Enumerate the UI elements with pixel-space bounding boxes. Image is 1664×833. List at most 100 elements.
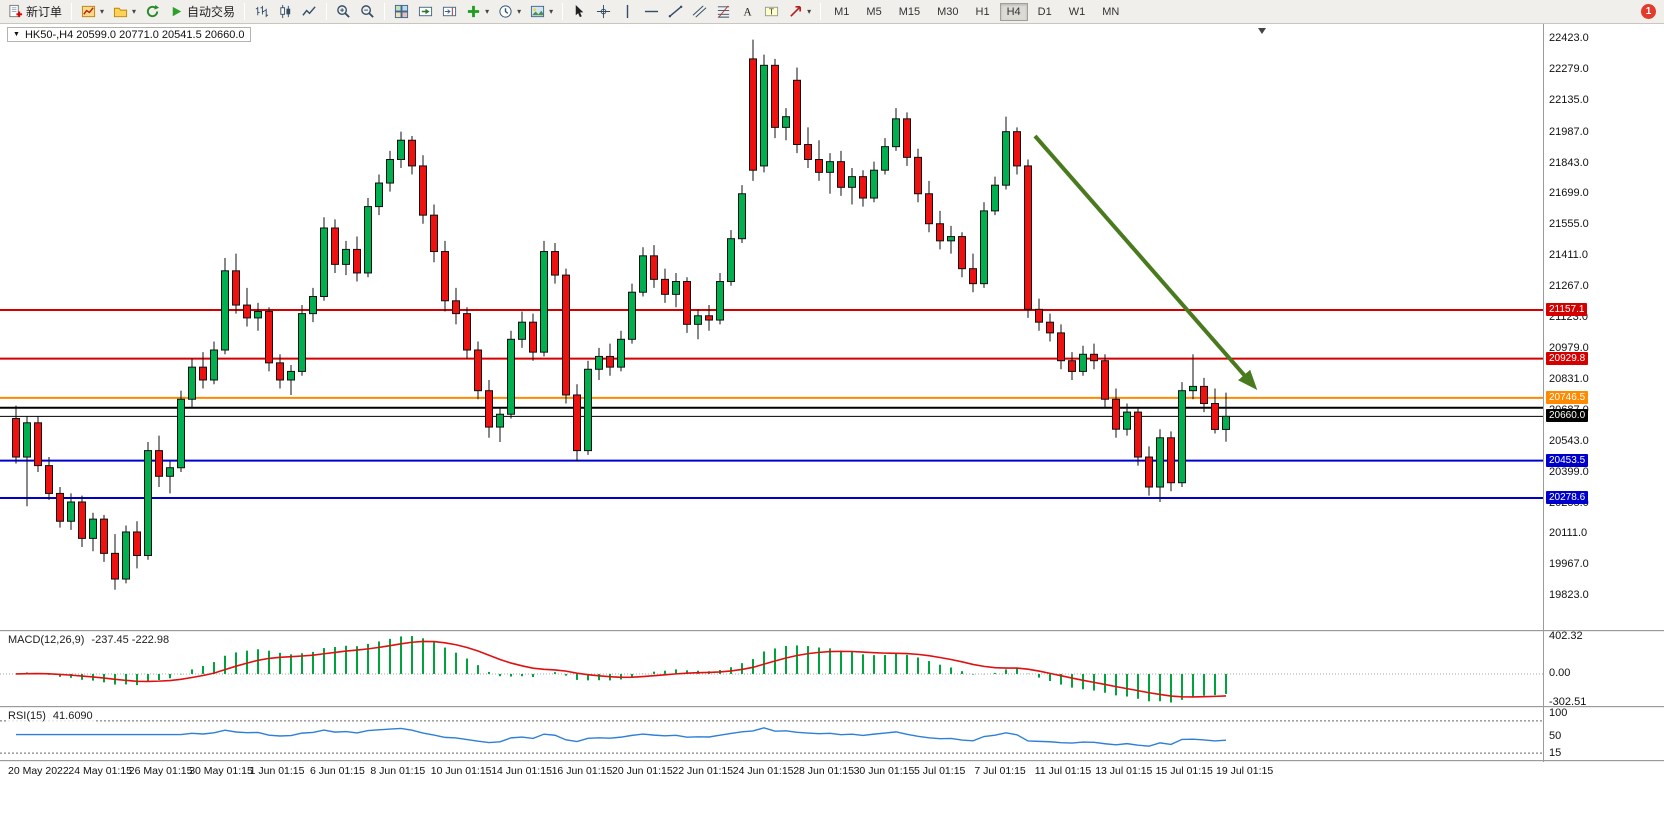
refresh-button[interactable]	[141, 2, 164, 22]
candle	[617, 338, 625, 368]
y-axis-label: 19967.0	[1549, 558, 1589, 571]
candle	[452, 300, 460, 315]
time-axis[interactable]: 20 May 2022 24 May 01:15 26 May 01:15 30 Ma…	[0, 762, 1664, 780]
y-axis-label: 21267.0	[1549, 279, 1589, 292]
candle	[320, 227, 328, 297]
candle	[177, 398, 185, 469]
timeframe-w1-button[interactable]: W1	[1068, 5, 1086, 18]
candle	[408, 139, 416, 167]
arrows-button[interactable]: ▾	[784, 2, 815, 22]
chevron-down-icon[interactable]: ▾	[485, 7, 490, 16]
candle	[188, 366, 196, 400]
x-axis-label: 7 Jul 01:15	[974, 765, 1026, 777]
cursor-icon	[572, 4, 587, 19]
price-scale-divider	[1543, 24, 1544, 780]
candle	[34, 422, 42, 467]
candle	[56, 492, 64, 522]
rsi-label: RSI(15)	[8, 710, 46, 722]
candle	[1178, 390, 1186, 484]
timeframe-m5-button[interactable]: M5	[866, 5, 882, 18]
candle	[606, 355, 614, 368]
candle	[793, 79, 801, 146]
timeframe-d1-button[interactable]: D1	[1037, 5, 1052, 18]
bar-chart-button[interactable]	[250, 2, 273, 22]
candle	[925, 193, 933, 225]
toolbar-separator	[71, 3, 73, 20]
svg-text:T: T	[769, 6, 774, 16]
trend-arrow-object[interactable]	[1033, 134, 1258, 391]
indicators-button[interactable]: ▾	[462, 2, 493, 22]
candlestick-chart-button[interactable]	[274, 2, 297, 22]
equidistant-channel-button[interactable]	[688, 2, 711, 22]
auto-scroll-button[interactable]	[414, 2, 437, 22]
one-click-expand-icon[interactable]: ▼	[13, 31, 20, 38]
macd-pane[interactable]	[0, 632, 1543, 706]
timeframe-m15-button[interactable]: M15	[898, 5, 921, 18]
chevron-down-icon[interactable]: ▾	[807, 7, 812, 16]
pane-splitter[interactable]	[0, 630, 1664, 632]
fibonacci-icon	[716, 4, 731, 19]
candle	[551, 251, 559, 276]
candle	[1123, 411, 1131, 430]
chart-shift-marker[interactable]	[1258, 28, 1266, 34]
candle	[265, 310, 273, 364]
chevron-down-icon[interactable]: ▾	[132, 7, 137, 16]
profiles-button[interactable]: ▾	[109, 2, 140, 22]
candle	[903, 118, 911, 158]
candle	[232, 270, 240, 306]
candle	[958, 236, 966, 270]
fibonacci-button[interactable]	[712, 2, 735, 22]
chevron-down-icon[interactable]: ▾	[549, 7, 554, 16]
candle	[166, 467, 174, 477]
zoom-in-button[interactable]	[332, 2, 355, 22]
y-axis-label: 22423.0	[1549, 32, 1589, 45]
chevron-down-icon[interactable]: ▾	[517, 7, 522, 16]
price-chart-pane[interactable]	[0, 24, 1543, 630]
trendline-button[interactable]	[664, 2, 687, 22]
chevron-down-icon[interactable]: ▾	[100, 7, 105, 16]
timeframe-h4-button[interactable]: H4	[999, 2, 1028, 21]
text-label-button[interactable]: T	[760, 2, 783, 22]
vertical-line-button[interactable]	[616, 2, 639, 22]
pane-splitter[interactable]	[0, 760, 1664, 762]
price-badge: 20278.6	[1546, 491, 1589, 504]
price-badge: 20746.5	[1546, 390, 1589, 404]
x-axis-label: 1 Jun 01:15	[249, 765, 305, 777]
new-order-button[interactable]: 新订单	[4, 2, 66, 22]
new-chart-button[interactable]: ▾	[77, 2, 108, 22]
cursor-button[interactable]	[568, 2, 591, 22]
autotrading-button[interactable]: 自动交易	[165, 2, 239, 22]
chart-shift-button[interactable]	[438, 2, 461, 22]
price-scale[interactable]: 22423.0 22279.0 22135.0 21987.0 21843.0 21699…	[1544, 0, 1664, 833]
candle	[969, 268, 977, 285]
candles	[12, 39, 1230, 590]
candle	[826, 161, 834, 173]
crosshair-button[interactable]	[592, 2, 615, 22]
timeframe-h1-button[interactable]: H1	[975, 5, 990, 18]
periods-button[interactable]: ▾	[494, 2, 525, 22]
zoom-out-button[interactable]	[356, 2, 379, 22]
text-button[interactable]: A	[736, 2, 759, 22]
autotrading-label: 自动交易	[187, 5, 236, 19]
notification-badge[interactable]: 1	[1641, 4, 1656, 19]
timeframe-m1-button[interactable]: M1	[834, 5, 850, 18]
rsi-axis-label: 50	[1549, 730, 1562, 743]
candle	[771, 64, 779, 128]
new-chart-icon	[81, 4, 96, 19]
line-chart-button[interactable]	[298, 2, 321, 22]
price-badge: 20929.8	[1546, 351, 1589, 365]
candle	[683, 281, 691, 325]
candle	[155, 450, 163, 477]
candle	[397, 139, 405, 160]
horizontal-line-button[interactable]	[640, 2, 663, 22]
candle	[595, 355, 603, 370]
pane-splitter[interactable]	[0, 706, 1664, 708]
channel-icon	[692, 4, 707, 19]
periods-icon	[498, 4, 513, 19]
templates-button[interactable]: ▾	[526, 2, 557, 22]
main-toolbar: 新订单 ▾ ▾ 自动交易 ▾ ▾ ▾ A T ▾ M1 M5 M15 M30 H1 H4 D1 W1 MN 1	[0, 0, 1664, 24]
tile-windows-button[interactable]	[390, 2, 413, 22]
timeframe-mn-button[interactable]: MN	[1102, 5, 1120, 18]
rsi-pane[interactable]	[0, 708, 1543, 760]
timeframe-m30-button[interactable]: M30	[937, 5, 959, 18]
